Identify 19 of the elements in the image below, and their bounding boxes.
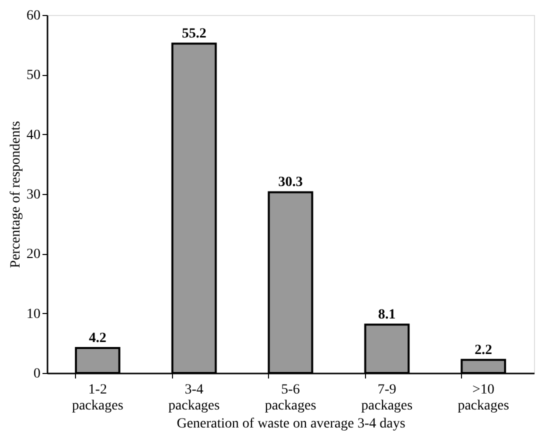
- x-tick-label: >10 packages: [458, 382, 510, 414]
- data-label: 30.3: [278, 175, 303, 190]
- y-tick-label: 50: [26, 68, 40, 84]
- y-tick-label: 0: [34, 366, 40, 382]
- data-label: 4.2: [88, 330, 106, 346]
- x-tick-label: 3-4 packages: [168, 382, 220, 414]
- data-label: 8.1: [378, 308, 396, 323]
- y-tick-label: 40: [26, 128, 40, 143]
- data-label: 2.2: [474, 342, 492, 358]
- y-tick-label: 30: [26, 188, 40, 202]
- y-axis-title: Percentage of respondents: [8, 121, 24, 268]
- y-tick-label: 20: [26, 247, 40, 262]
- x-axis-title: Generation of waste on average 3-4 days: [176, 416, 406, 432]
- x-tick-label: 1-2 packages: [72, 382, 124, 414]
- y-tick-label: 60: [26, 8, 40, 24]
- x-tick-label: 7-9 packages: [361, 382, 413, 414]
- data-label: 55.2: [182, 26, 206, 42]
- y-tick-label: 10: [26, 306, 40, 322]
- x-tick-label: 5-6 packages: [264, 382, 316, 414]
